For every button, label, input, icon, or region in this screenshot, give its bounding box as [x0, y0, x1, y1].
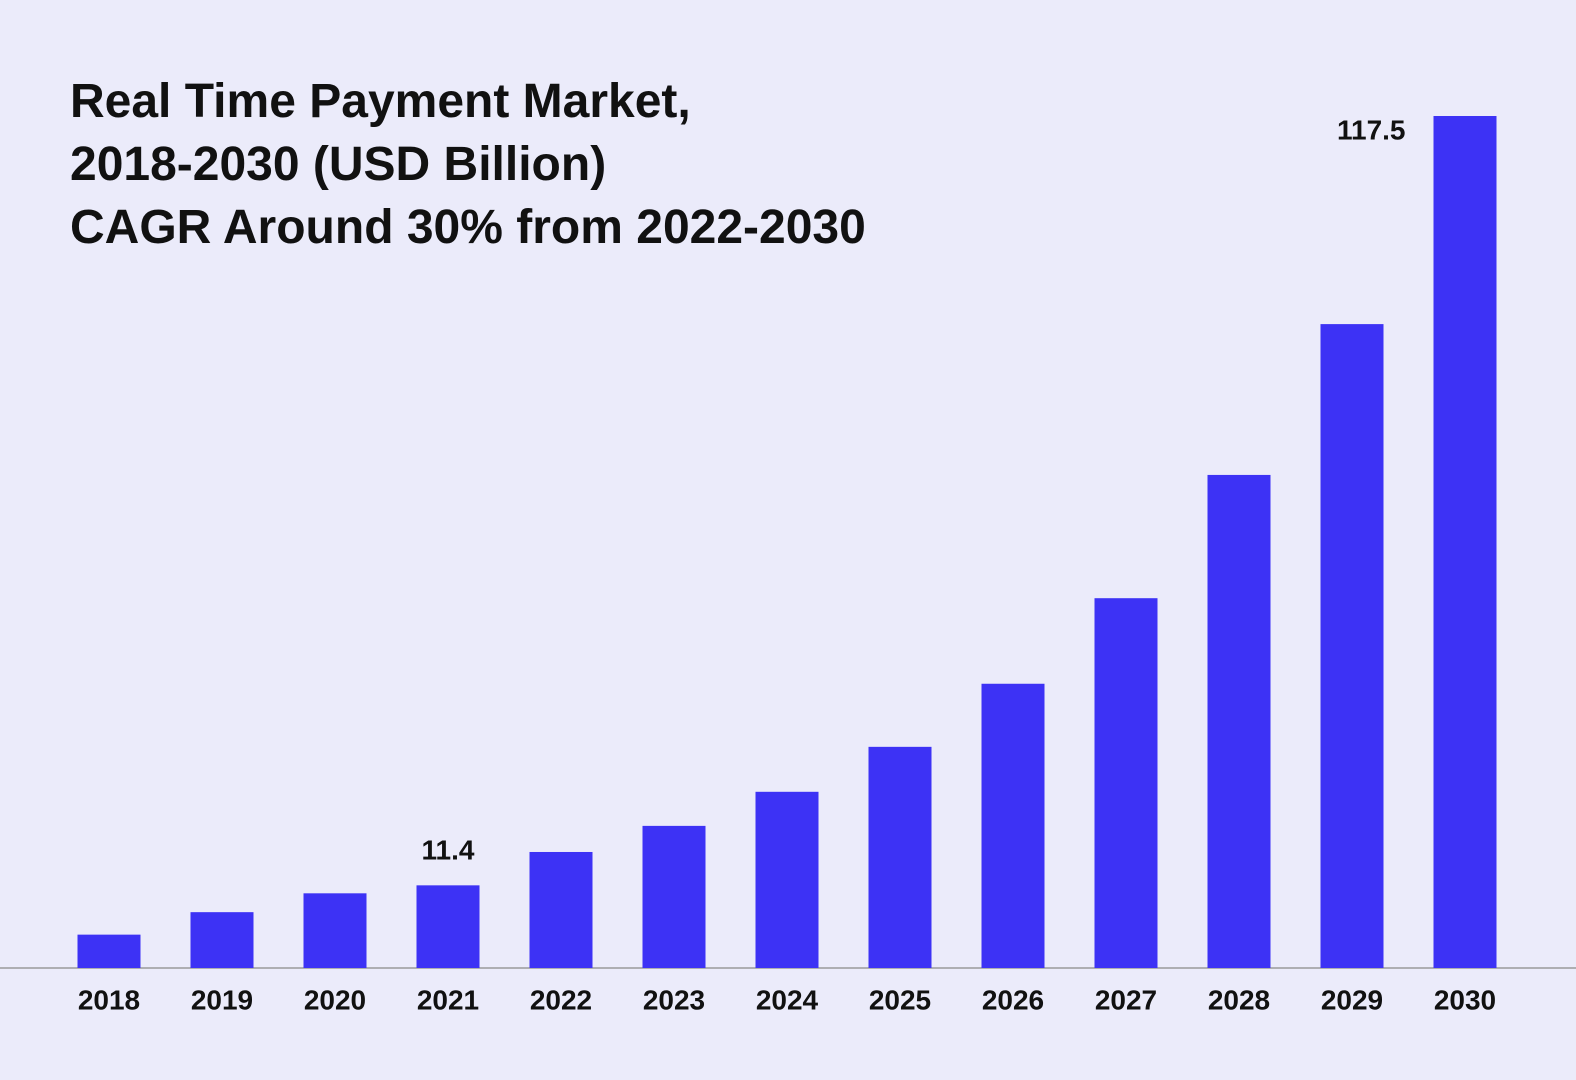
x-tick-label: 2029	[1321, 984, 1383, 1015]
bar	[1320, 324, 1384, 968]
bar	[77, 934, 141, 968]
x-tick-label: 2030	[1434, 984, 1496, 1015]
bar	[642, 825, 706, 968]
bar	[190, 912, 254, 968]
bar	[416, 885, 480, 968]
x-tick-label: 2019	[191, 984, 253, 1015]
x-tick-label: 2020	[304, 984, 366, 1015]
bar	[303, 893, 367, 968]
bar	[529, 851, 593, 968]
bar	[1433, 116, 1497, 968]
bar	[1094, 598, 1158, 968]
x-tick-label: 2027	[1095, 984, 1157, 1015]
x-tick-label: 2023	[643, 984, 705, 1015]
x-tick-label: 2022	[530, 984, 592, 1015]
x-tick-label: 2028	[1208, 984, 1270, 1015]
chart-subtitle: CAGR Around 30% from 2022-2030	[70, 201, 866, 254]
chart-title: Real Time Payment Market, 2018-2030 (USD…	[70, 75, 691, 191]
value-label: 11.4	[422, 835, 475, 866]
x-tick-label: 2018	[78, 984, 140, 1015]
bar	[981, 683, 1045, 968]
x-tick-label: 2026	[982, 984, 1044, 1015]
bar	[868, 746, 932, 968]
x-tick-label: 2025	[869, 984, 931, 1015]
bar	[1207, 474, 1271, 968]
value-label: 117.5	[1337, 114, 1406, 145]
bar	[755, 791, 819, 968]
x-tick-label: 2021	[417, 984, 479, 1015]
x-tick-label: 2024	[756, 984, 819, 1015]
